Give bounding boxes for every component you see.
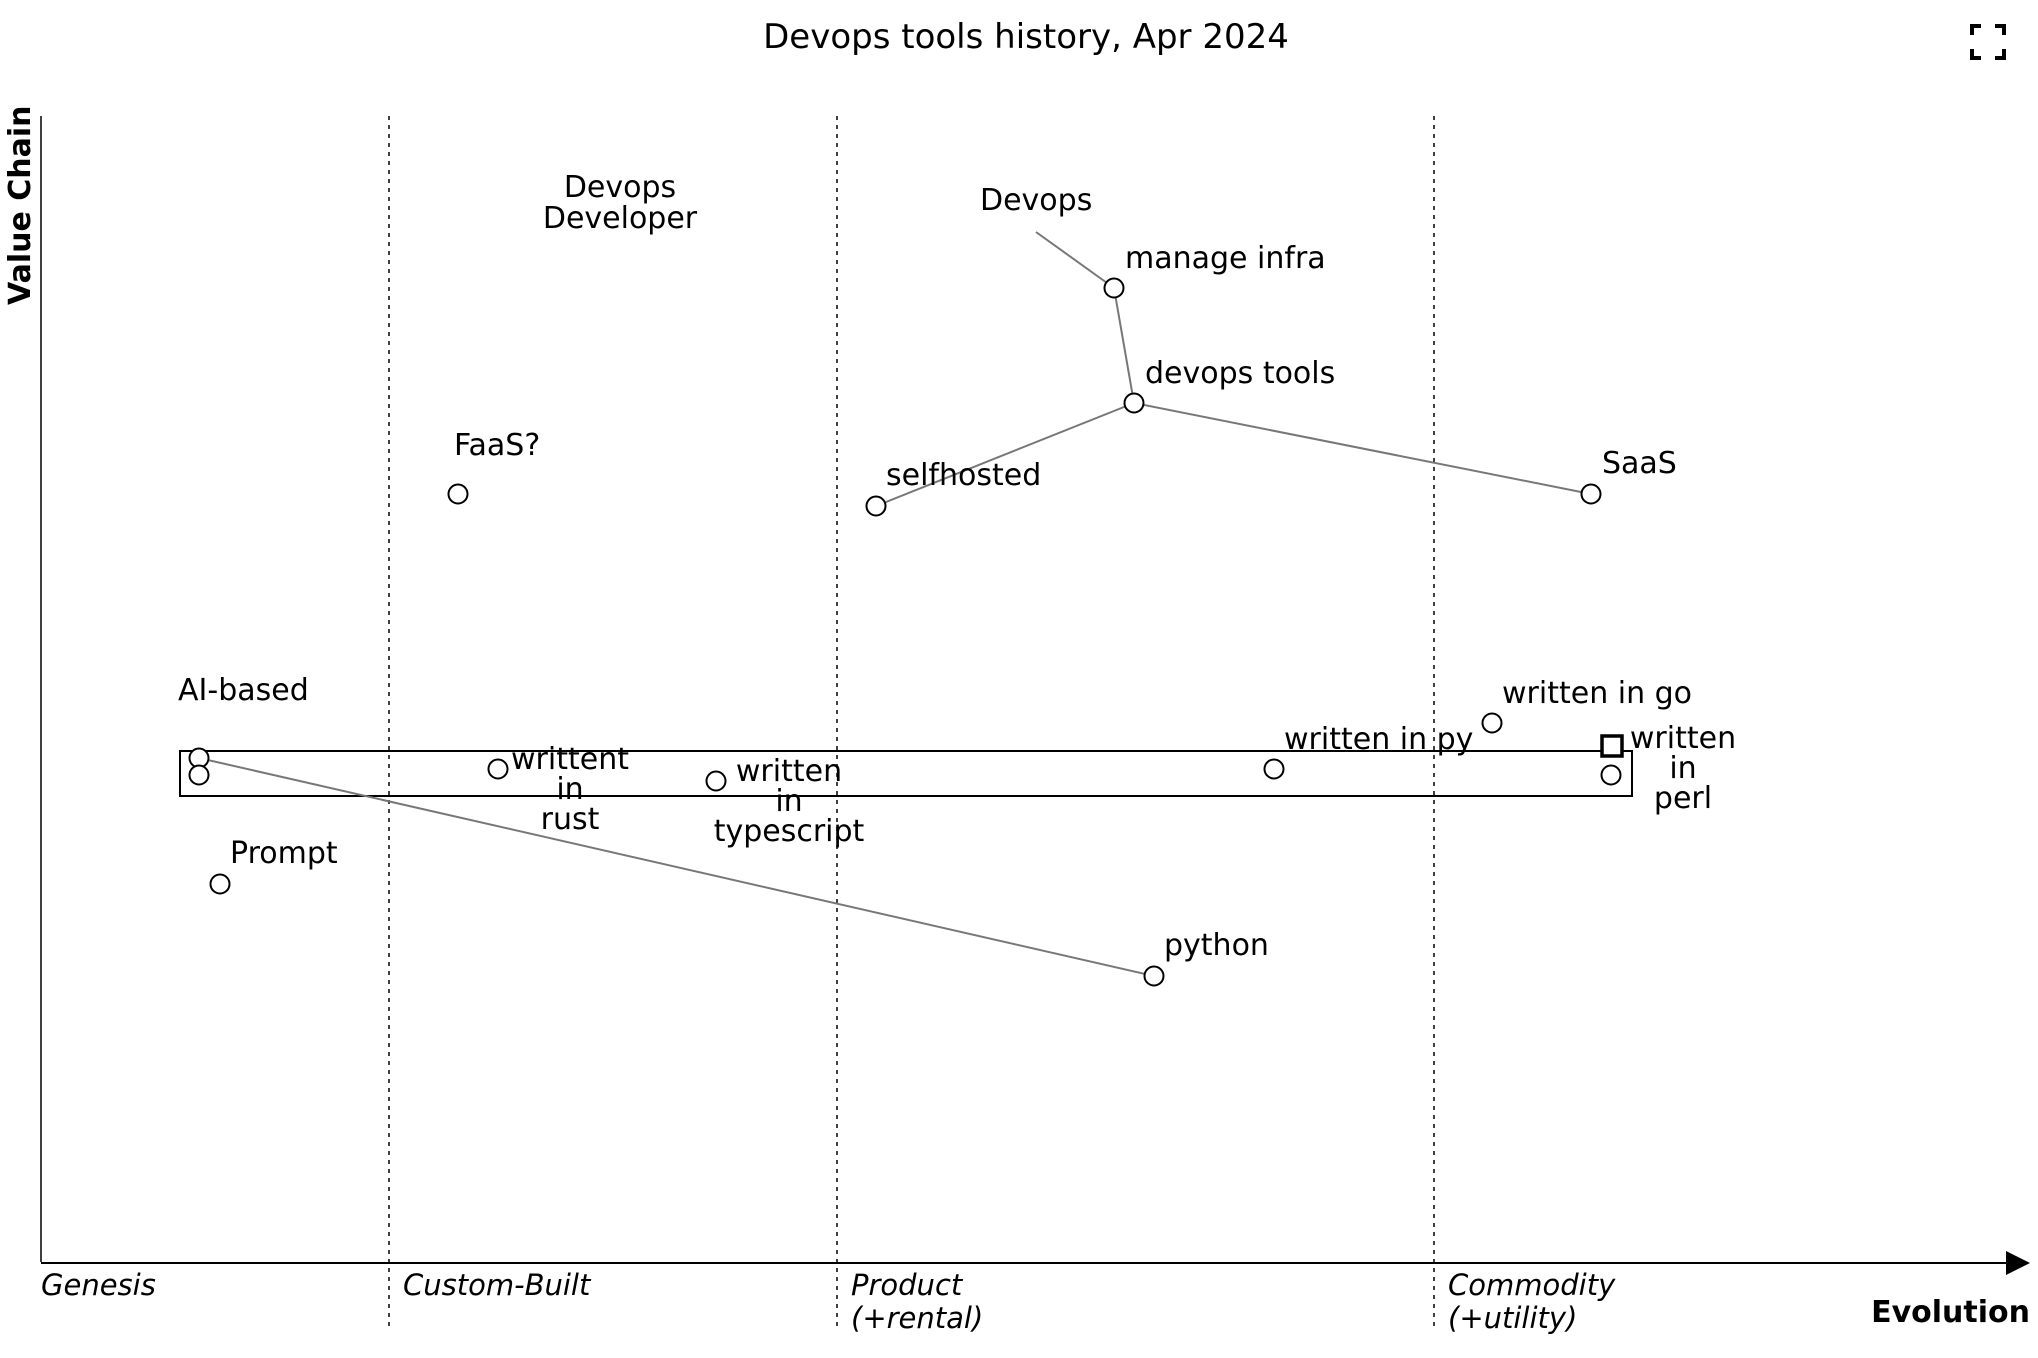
map-title: Devops tools history, Apr 2024 bbox=[763, 17, 1289, 57]
label-python: python bbox=[1164, 928, 1269, 963]
stage-commodity: Commodity (+utility) bbox=[1448, 1268, 1616, 1335]
stage-custom-built: Custom-Built bbox=[403, 1268, 592, 1302]
label-devops-developer: Devops Developer bbox=[543, 170, 698, 236]
stage-genesis: Genesis bbox=[41, 1268, 156, 1302]
label-go: written in go bbox=[1502, 676, 1692, 711]
label-manage-infra: manage infra bbox=[1125, 241, 1326, 276]
ai-based-node-lower[interactable] bbox=[188, 764, 210, 786]
label-prompt: Prompt bbox=[230, 836, 338, 871]
link-devops_tools-selfhosted bbox=[875, 402, 1135, 507]
component-prompt[interactable] bbox=[209, 873, 231, 895]
label-devops: Devops bbox=[980, 183, 1092, 218]
component-py[interactable] bbox=[1263, 758, 1285, 780]
label-selfhosted: selfhosted bbox=[886, 458, 1041, 493]
map-links bbox=[198, 231, 1592, 977]
component-manage-infra[interactable] bbox=[1103, 277, 1125, 299]
link-devops-manage_infra bbox=[1035, 231, 1115, 289]
component-typescript[interactable] bbox=[705, 770, 727, 792]
evolution-axis-arrow bbox=[2006, 1251, 2030, 1275]
label-typescript: written in typescript bbox=[714, 754, 865, 849]
label-py: written in py bbox=[1284, 722, 1473, 757]
component-selfhosted[interactable] bbox=[865, 495, 887, 517]
label-faas: FaaS? bbox=[454, 428, 540, 463]
value-chain-label: Value Chain bbox=[3, 105, 38, 305]
link-ai_based-python bbox=[198, 757, 1155, 977]
component-devops-tools[interactable] bbox=[1123, 392, 1145, 414]
pipeline-marker[interactable] bbox=[1600, 734, 1624, 758]
component-faas[interactable] bbox=[447, 483, 469, 505]
component-go[interactable] bbox=[1481, 712, 1503, 734]
stage-product: Product (+rental) bbox=[851, 1268, 983, 1335]
component-perl[interactable] bbox=[1600, 764, 1622, 786]
label-rust: writtent in rust bbox=[511, 742, 629, 837]
link-devops_tools-saas bbox=[1133, 402, 1592, 495]
label-ai-based: AI-based bbox=[178, 673, 309, 708]
component-saas[interactable] bbox=[1580, 483, 1602, 505]
component-rust[interactable] bbox=[487, 758, 509, 780]
label-devops-tools: devops tools bbox=[1145, 356, 1335, 391]
implementation-group-box bbox=[179, 750, 1633, 797]
fullscreen-icon[interactable] bbox=[1968, 22, 2008, 62]
link-manage_infra-devops_tools bbox=[1113, 287, 1135, 404]
map-components bbox=[188, 277, 1622, 987]
map-labels: Devops Devops Developer manage infra devops … bbox=[178, 170, 1736, 963]
label-saas: SaaS bbox=[1602, 446, 1677, 481]
evolution-label: Evolution bbox=[1871, 1295, 2030, 1330]
label-perl: written in perl bbox=[1630, 721, 1736, 816]
component-python[interactable] bbox=[1143, 965, 1165, 987]
